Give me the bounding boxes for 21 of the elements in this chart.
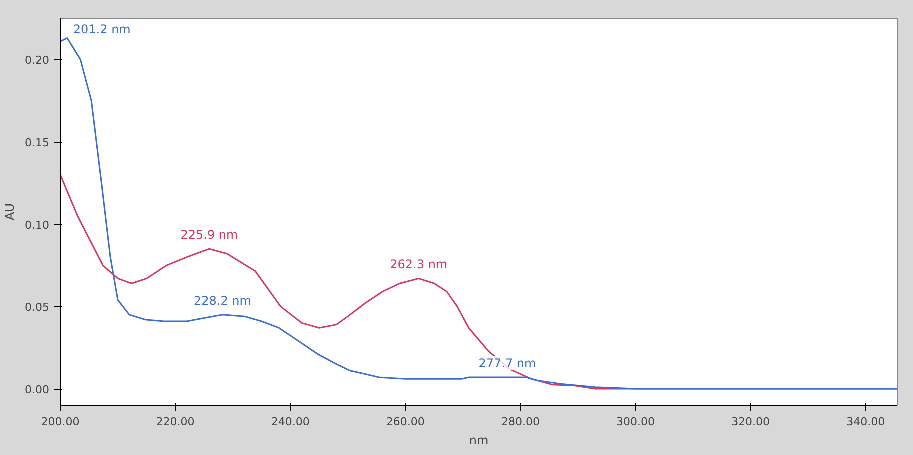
x-tick-label: 340.00 [846, 416, 886, 428]
x-tick-label: 240.00 [271, 416, 310, 428]
annotation: 277.7 nm [478, 356, 536, 371]
x-tick-label: 300.00 [616, 416, 656, 428]
x-tick-label: 260.00 [386, 416, 425, 428]
y-tick-label: 0.10 [25, 218, 50, 232]
annotation: 228.2 nm [194, 294, 252, 308]
x-tick-label: 200.00 [41, 416, 80, 428]
x-tick-label: 280.00 [501, 416, 540, 428]
y-tick-label: 0.20 [25, 54, 50, 68]
y-axis-title: AU [3, 203, 18, 220]
annotation: 225.9 nm [180, 228, 238, 242]
annotation: 201.2 nm [73, 22, 131, 36]
x-axis-title: nm [469, 434, 489, 448]
line-series [60, 38, 898, 390]
x-tick-label: 320.00 [732, 416, 770, 428]
y-tick-label: 0.00 [25, 384, 50, 397]
annotation: 262.3 nm [390, 258, 448, 272]
x-tick-label: 220.00 [156, 416, 195, 428]
y-tick-label: 0.05 [25, 301, 50, 314]
y-tick-label: 0.15 [25, 136, 50, 150]
